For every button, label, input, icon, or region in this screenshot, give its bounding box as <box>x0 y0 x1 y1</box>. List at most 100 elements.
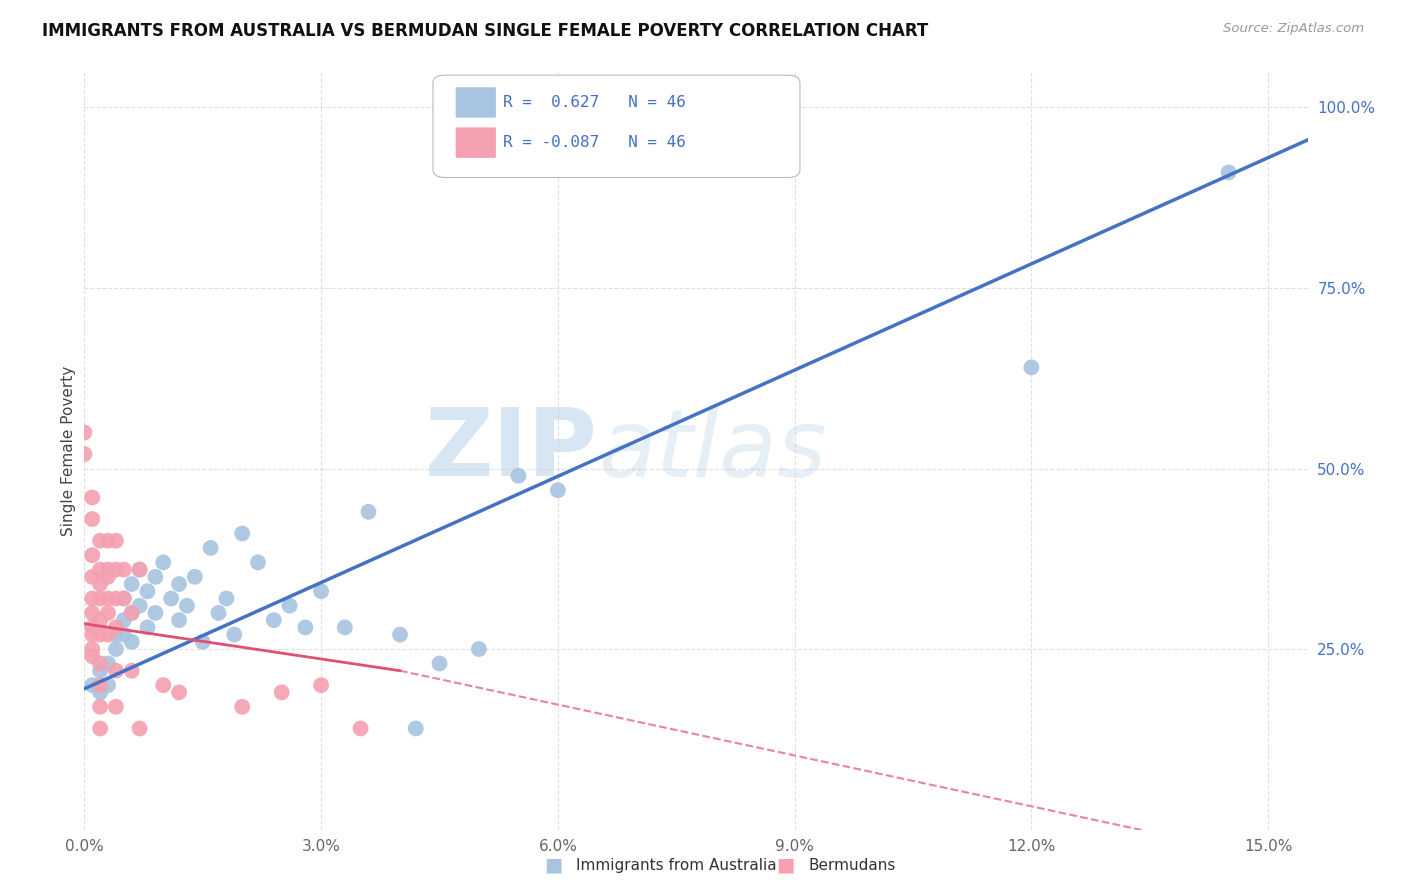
Text: Source: ZipAtlas.com: Source: ZipAtlas.com <box>1223 22 1364 36</box>
Point <box>294 620 316 634</box>
Point <box>73 447 96 461</box>
Text: IMMIGRANTS FROM AUSTRALIA VS BERMUDAN SINGLE FEMALE POVERTY CORRELATION CHART: IMMIGRANTS FROM AUSTRALIA VS BERMUDAN SI… <box>42 22 928 40</box>
Point <box>89 685 111 699</box>
Point <box>121 606 143 620</box>
Point <box>309 678 332 692</box>
Point <box>104 591 127 606</box>
Point <box>1021 360 1043 375</box>
Point <box>89 533 111 548</box>
Point <box>333 620 356 634</box>
Point <box>97 570 120 584</box>
Point <box>349 722 371 736</box>
Point <box>104 627 127 641</box>
Point <box>97 533 120 548</box>
Point <box>176 599 198 613</box>
Point <box>1218 165 1240 179</box>
Text: Bermudans: Bermudans <box>808 858 896 872</box>
Point <box>104 620 127 634</box>
Point <box>89 577 111 591</box>
Point <box>112 627 135 641</box>
Point <box>89 699 111 714</box>
Point <box>468 642 491 657</box>
Point <box>82 649 104 664</box>
Point <box>73 425 96 440</box>
Point <box>184 570 207 584</box>
Point <box>389 627 412 641</box>
Point <box>97 627 120 641</box>
Point <box>121 664 143 678</box>
Point <box>89 627 111 641</box>
Point <box>405 722 427 736</box>
Point <box>136 620 159 634</box>
Point <box>89 678 111 692</box>
Point <box>152 678 174 692</box>
Point <box>263 613 285 627</box>
Point <box>231 526 253 541</box>
Point <box>104 664 127 678</box>
Point <box>231 699 253 714</box>
Point <box>224 627 246 641</box>
Point <box>207 606 229 620</box>
Point <box>128 599 150 613</box>
Point <box>128 563 150 577</box>
Point <box>152 555 174 569</box>
Point <box>270 685 292 699</box>
Text: atlas: atlas <box>598 405 827 496</box>
Text: ■: ■ <box>776 855 794 875</box>
Point <box>97 563 120 577</box>
Point <box>82 642 104 657</box>
Point <box>128 563 150 577</box>
Point <box>112 563 135 577</box>
Point <box>104 642 127 657</box>
Point <box>167 577 190 591</box>
Point <box>309 584 332 599</box>
Point <box>215 591 238 606</box>
Point <box>82 570 104 584</box>
Point <box>547 483 569 498</box>
Point <box>112 591 135 606</box>
FancyBboxPatch shape <box>433 75 800 178</box>
Y-axis label: Single Female Poverty: Single Female Poverty <box>60 366 76 535</box>
Point <box>136 584 159 599</box>
Point <box>89 563 111 577</box>
Point <box>128 722 150 736</box>
Text: R =  0.627   N = 46: R = 0.627 N = 46 <box>503 95 686 110</box>
Point <box>89 664 111 678</box>
Text: Immigrants from Australia: Immigrants from Australia <box>576 858 778 872</box>
Point <box>357 505 380 519</box>
Point <box>89 657 111 671</box>
Point <box>82 591 104 606</box>
Point <box>160 591 183 606</box>
Point <box>429 657 451 671</box>
Point <box>508 468 530 483</box>
Point <box>200 541 222 555</box>
Point <box>82 620 104 634</box>
Point <box>82 606 104 620</box>
Point <box>121 606 143 620</box>
Point <box>97 591 120 606</box>
Point <box>278 599 301 613</box>
Point <box>89 722 111 736</box>
Text: R = -0.087   N = 46: R = -0.087 N = 46 <box>503 135 686 150</box>
Point <box>97 657 120 671</box>
Point <box>82 678 104 692</box>
Point <box>145 606 167 620</box>
Point <box>121 635 143 649</box>
FancyBboxPatch shape <box>456 127 496 159</box>
Point <box>167 613 190 627</box>
Point <box>167 685 190 699</box>
Point <box>89 591 111 606</box>
Point <box>104 699 127 714</box>
Point <box>121 577 143 591</box>
Point <box>97 606 120 620</box>
Point <box>112 613 135 627</box>
Point <box>104 563 127 577</box>
Point <box>82 491 104 505</box>
Text: ■: ■ <box>544 855 562 875</box>
Point <box>82 548 104 562</box>
Point <box>97 678 120 692</box>
Point <box>112 591 135 606</box>
Point <box>89 613 111 627</box>
Point <box>191 635 214 649</box>
Point <box>82 512 104 526</box>
